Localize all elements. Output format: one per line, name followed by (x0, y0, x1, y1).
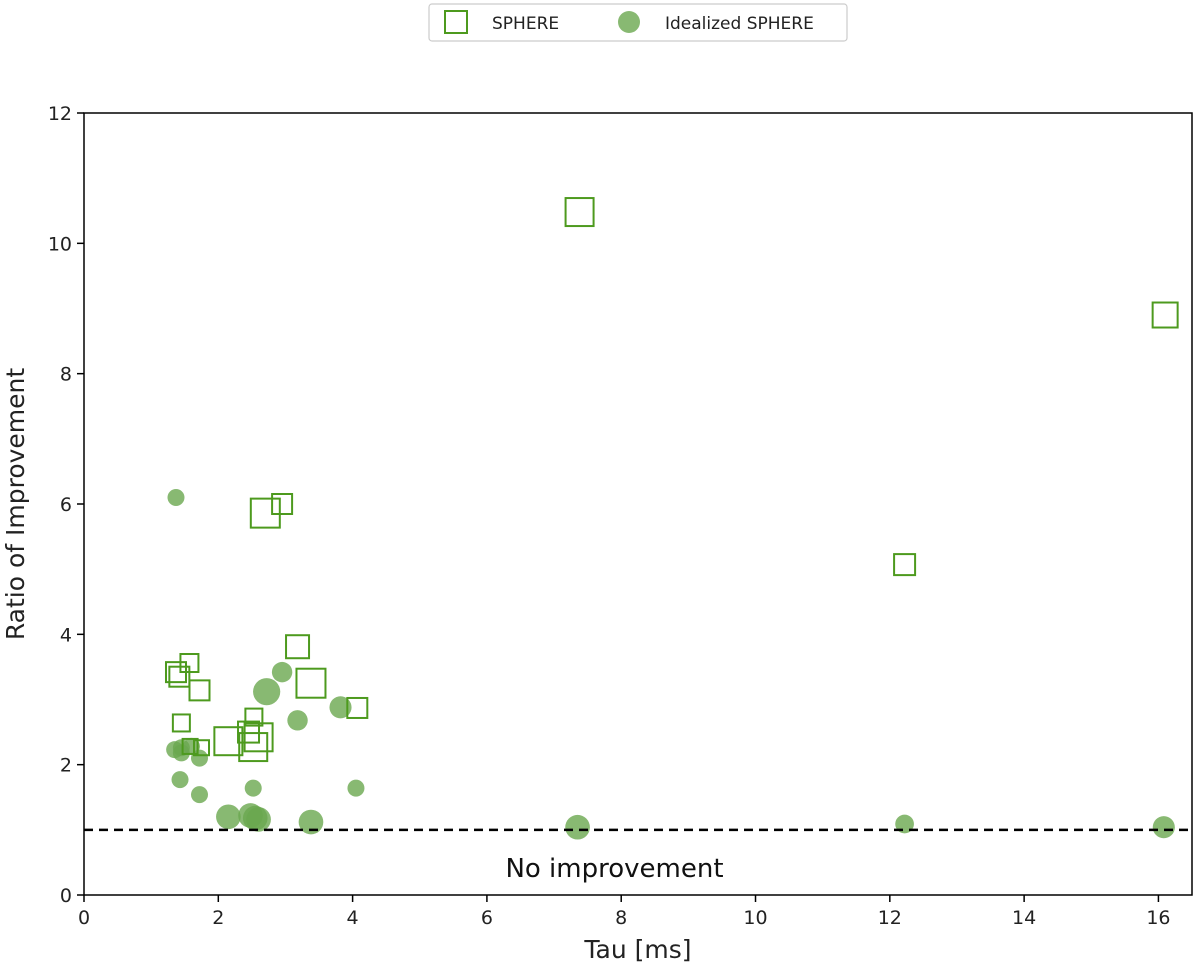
idealized-sphere-point (253, 678, 281, 706)
idealized-sphere-point (191, 786, 209, 804)
sphere-point (238, 732, 269, 763)
x-tick-label: 6 (481, 907, 493, 929)
x-tick-label: 2 (212, 907, 224, 929)
sphere-point (564, 197, 595, 228)
idealized-sphere-point (167, 488, 185, 506)
x-axis-ticks: 0 2 4 6 8 10 12 14 16 (78, 895, 1171, 929)
y-axis-ticks: 0 2 4 6 8 10 12 (48, 103, 84, 907)
sphere-point (243, 722, 274, 753)
x-tick-label: 0 (78, 907, 90, 929)
legend-idealized-label: Idealized SPHERE (665, 14, 814, 34)
y-tick-label: 0 (60, 885, 72, 907)
idealized-sphere-point (1152, 816, 1175, 839)
y-tick-label: 12 (48, 103, 72, 125)
x-tick-label: 8 (615, 907, 627, 929)
sphere-point (171, 713, 191, 733)
x-tick-label: 4 (347, 907, 359, 929)
legend-sphere-label: SPHERE (492, 14, 559, 34)
sphere-point (181, 737, 199, 755)
y-tick-label: 2 (60, 755, 72, 777)
y-tick-label: 10 (48, 233, 72, 255)
y-tick-label: 4 (60, 624, 72, 646)
legend-sphere-marker (444, 10, 468, 34)
idealized-sphere-point (287, 710, 308, 731)
sphere-point (249, 497, 281, 529)
sphere-point (285, 634, 311, 660)
idealized-sphere-point (329, 696, 352, 719)
sphere-point (193, 739, 211, 757)
y-tick-label: 6 (60, 494, 72, 516)
idealized-sphere-point (347, 779, 365, 797)
sphere-point (295, 667, 327, 699)
idealized-sphere-point (171, 771, 189, 789)
x-axis-title: Tau [ms] (583, 935, 691, 964)
sphere-point (1151, 301, 1179, 329)
sphere-point (244, 707, 264, 727)
idealized-sphere-point (565, 814, 590, 840)
x-tick-label: 16 (1146, 907, 1170, 929)
no-improvement-label: No improvement (505, 854, 723, 884)
x-tick-label: 10 (743, 907, 767, 929)
y-axis-title: Ratio of Improvement (1, 368, 30, 641)
sphere-point (271, 493, 294, 515)
sphere-point (179, 653, 200, 674)
idealized-sphere-point (298, 809, 324, 835)
legend: SPHERE Idealized SPHERE (428, 3, 848, 42)
x-tick-label: 14 (1012, 907, 1036, 929)
sphere-point (213, 726, 244, 757)
sphere-point (893, 553, 917, 577)
idealized-sphere-point (244, 779, 262, 797)
x-tick-label: 12 (878, 907, 902, 929)
idealized-sphere-point (216, 804, 241, 830)
idealized-sphere-point (172, 744, 190, 762)
sphere-point (188, 679, 211, 702)
idealized-sphere-point (246, 807, 271, 832)
sphere-point (168, 665, 191, 688)
idealized-sphere-point (271, 661, 293, 683)
points-layer (164, 197, 1179, 840)
legend-idealized-marker (618, 11, 640, 33)
y-tick-label: 8 (60, 364, 72, 386)
sphere-point (346, 696, 369, 719)
